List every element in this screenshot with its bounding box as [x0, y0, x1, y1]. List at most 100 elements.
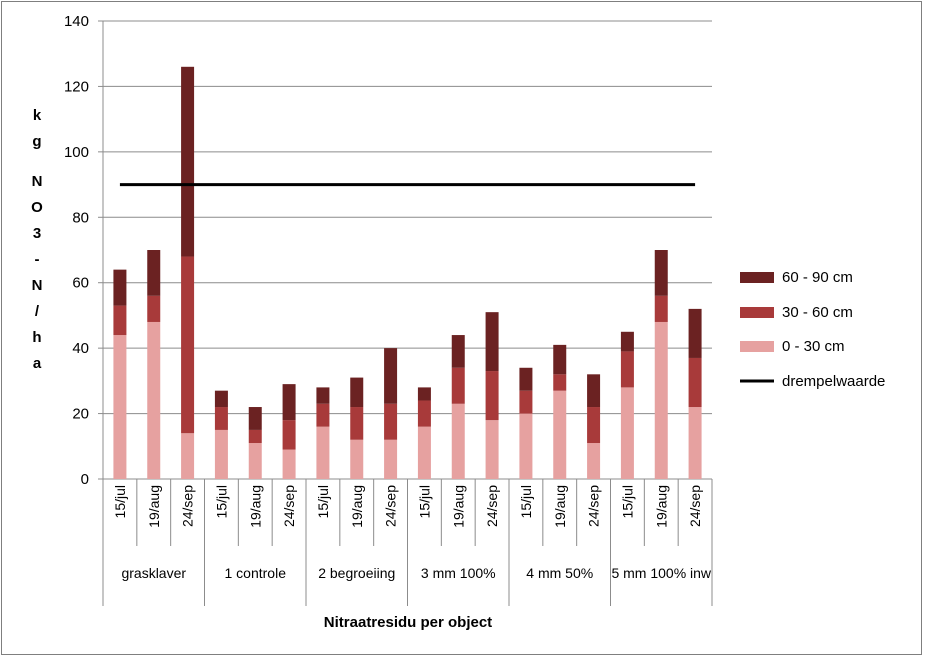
- bar-segment: [417, 387, 431, 401]
- bar-segment: [485, 312, 499, 372]
- bar-segment: [316, 403, 330, 427]
- bar-segment: [214, 429, 228, 479]
- bar-segment: [147, 250, 161, 296]
- date-label: 19/aug: [247, 485, 263, 528]
- bar-segment: [350, 377, 364, 408]
- bar-segment: [181, 433, 195, 479]
- bar-segment: [248, 407, 262, 430]
- y-tick-label: 120: [64, 78, 89, 95]
- group-label: 1 controle: [225, 565, 287, 581]
- bar-segment: [620, 387, 634, 479]
- bar-segment: [181, 66, 195, 257]
- bar-segment: [654, 321, 668, 479]
- group-label: grasklaver: [121, 565, 186, 581]
- bar-segment: [451, 367, 465, 404]
- y-axis-title-char: O: [31, 199, 43, 216]
- y-axis-title-char: h: [32, 329, 41, 346]
- y-axis-title-char: -: [35, 251, 40, 268]
- date-label: 15/jul: [112, 485, 128, 518]
- legend-label: drempelwaarde: [782, 373, 885, 390]
- bar-segment: [248, 429, 262, 444]
- y-axis-title-char: /: [35, 303, 40, 320]
- group-label-line: grasklaver: [121, 565, 186, 581]
- bar-segment: [350, 439, 364, 479]
- y-tick-label: 100: [64, 144, 89, 161]
- bar-segment: [282, 449, 296, 479]
- bar-segment: [181, 256, 195, 434]
- bar-segment: [282, 384, 296, 421]
- bar-segment: [316, 387, 330, 404]
- bar-segment: [417, 400, 431, 427]
- group-label-line: 2 begroeiing: [318, 565, 395, 581]
- bar-segment: [553, 344, 567, 375]
- bar-segment: [350, 407, 364, 440]
- bar-segment: [620, 331, 634, 352]
- bar-segment: [214, 407, 228, 430]
- bar-segment: [485, 371, 499, 421]
- legend-label: 30 - 60 cm: [782, 304, 853, 321]
- group-label: 5 mm 100% inw: [611, 565, 711, 581]
- bar-segment: [451, 335, 465, 368]
- bar-segment: [147, 295, 161, 322]
- date-label: 19/aug: [349, 485, 365, 528]
- y-tick-label: 40: [72, 340, 89, 357]
- group-label: 3 mm 100%: [421, 565, 496, 581]
- y-tick-label: 20: [72, 406, 89, 423]
- y-tick-label: 60: [72, 275, 89, 292]
- group-label-line: 5 mm 100% inw: [611, 565, 711, 581]
- bar-segment: [519, 390, 533, 414]
- bar-segment: [248, 443, 262, 479]
- bar-segment: [519, 413, 533, 479]
- bar-segment: [654, 250, 668, 296]
- y-tick-label: 0: [81, 471, 89, 488]
- y-axis-title-char: k: [33, 107, 42, 124]
- date-label: 15/jul: [416, 485, 432, 518]
- bar-segment: [384, 439, 398, 479]
- bar-segment: [113, 269, 127, 306]
- bar-segment: [688, 357, 702, 408]
- legend-label: 60 - 90 cm: [782, 269, 853, 286]
- date-label: 15/jul: [518, 485, 534, 518]
- date-label: 24/sep: [586, 485, 602, 527]
- bar-segment: [417, 426, 431, 479]
- date-label: 24/sep: [687, 485, 703, 527]
- bar-segment: [147, 321, 161, 479]
- bar-segment: [519, 367, 533, 391]
- y-axis-title-char: 3: [33, 225, 41, 242]
- legend-swatch: [740, 307, 774, 318]
- legend-swatch: [740, 341, 774, 352]
- bar-segment: [282, 420, 296, 450]
- date-label: 19/aug: [450, 485, 466, 528]
- y-tick-label: 140: [64, 13, 89, 30]
- y-axis-title-char: g: [32, 133, 41, 150]
- legend-swatch: [740, 272, 774, 283]
- group-label: 4 mm 50%: [526, 565, 593, 581]
- date-label: 24/sep: [281, 485, 297, 527]
- group-label-line: 4 mm 50%: [526, 565, 593, 581]
- group-label-line: 3 mm 100%: [421, 565, 496, 581]
- date-label: 24/sep: [180, 485, 196, 527]
- date-label: 19/aug: [552, 485, 568, 528]
- bar-segment: [587, 407, 601, 444]
- group-label: 2 begroeiing: [318, 565, 395, 581]
- bar-segment: [384, 403, 398, 440]
- x-axis-title: Nitraatresidu per object: [324, 614, 492, 631]
- bar-segment: [451, 403, 465, 479]
- group-label-line: 1 controle: [225, 565, 287, 581]
- bar-segment: [654, 295, 668, 322]
- bar-segment: [316, 426, 330, 479]
- y-tick-label: 80: [72, 209, 89, 226]
- date-label: 15/jul: [619, 485, 635, 518]
- date-label: 24/sep: [484, 485, 500, 527]
- bar-segment: [587, 374, 601, 408]
- y-axis-title-char: N: [32, 277, 43, 294]
- y-axis-title-char: N: [32, 173, 43, 190]
- bar-segment: [113, 335, 127, 479]
- date-label: 19/aug: [653, 485, 669, 528]
- bar-segment: [553, 374, 567, 391]
- bar-segment: [553, 390, 567, 479]
- date-label: 19/aug: [146, 485, 162, 528]
- y-axis-title: k g N O 3 -N / h a: [31, 107, 43, 372]
- bar-segment: [214, 390, 228, 408]
